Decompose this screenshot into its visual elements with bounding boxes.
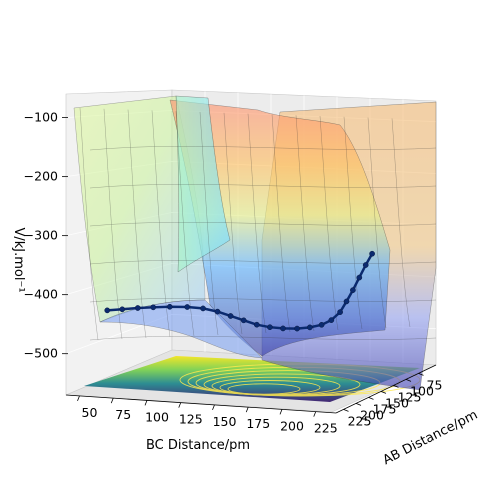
wire-line [151, 110, 171, 338]
y-axis-line [335, 364, 437, 414]
trajectory-point [119, 306, 126, 313]
trajectory-point [253, 321, 260, 328]
wire-line [127, 109, 147, 339]
trajectory-point [294, 325, 300, 332]
wire-line [247, 113, 267, 334]
z-tick-label: −400 [24, 287, 58, 302]
trajectory-point [307, 324, 313, 331]
x-tick-label: 200 [280, 418, 304, 433]
y-tick-mark [355, 403, 362, 406]
wire-line [319, 115, 339, 331]
x-axis-label: BC Distance/pm [146, 438, 250, 453]
z-tick-label: −200 [24, 169, 58, 184]
z-axis-label: V/kJ.mol⁻¹ [11, 227, 26, 292]
surface-basin [99, 299, 263, 359]
wire-line [367, 117, 387, 329]
trajectory-point [104, 307, 111, 314]
x-tick-mark [178, 402, 182, 408]
y-tick-label: 225 [348, 413, 372, 428]
trajectory-point [184, 304, 191, 310]
trajectory-point [343, 298, 350, 305]
wire-line [89, 184, 437, 189]
trajectory-point [214, 308, 221, 315]
wire-line [391, 118, 411, 328]
trajectory-point [369, 250, 375, 257]
wire-line [89, 298, 437, 303]
y-axis-label: AB Distance/pm [381, 408, 481, 469]
trajectory-point [166, 303, 173, 310]
trajectory-point [267, 324, 273, 331]
y-tick-mark [418, 373, 424, 376]
trajectory-point [350, 287, 356, 293]
x-tick-mark [245, 407, 249, 413]
surface-wireframe [79, 107, 437, 341]
x-tick-mark [313, 411, 317, 417]
wire-line [89, 260, 437, 265]
y-tick-mark [380, 391, 387, 394]
x-tick-label: 125 [179, 412, 203, 427]
x-tick-mark [110, 398, 114, 404]
y-tick-label: 75 [427, 377, 443, 392]
y-tick-label: 125 [398, 389, 422, 404]
trajectory-point [134, 305, 141, 311]
x-tick-label: 175 [246, 416, 270, 431]
y-tick-mark [343, 409, 349, 412]
wire-line [223, 112, 243, 335]
wire-line [79, 107, 99, 341]
x-tick-label: 75 [115, 407, 131, 422]
x-tick-label: 150 [213, 414, 237, 429]
x-tick-mark [279, 409, 283, 415]
trajectory-point [362, 262, 369, 268]
trajectory-point [356, 274, 363, 281]
wire-line [89, 146, 437, 151]
y-tick-mark [368, 397, 374, 400]
wire-line [199, 111, 219, 336]
contour-line [227, 383, 301, 395]
trajectory-point [240, 317, 247, 324]
trajectory-point [200, 305, 206, 312]
trajectory-point [337, 309, 343, 315]
wire-line [89, 336, 437, 341]
wire-line [271, 114, 291, 333]
z-tick-label: −500 [24, 346, 58, 361]
trajectory-point [280, 325, 286, 332]
z-tick-label: −100 [24, 110, 58, 125]
y-tick-label: 200 [360, 407, 384, 422]
y-tick-label: 100 [410, 383, 434, 398]
trajectory-point [328, 317, 335, 323]
wire-line [295, 115, 315, 332]
trajectory-point [318, 321, 325, 328]
surface-channel [175, 95, 231, 273]
y-tick-label: 175 [373, 401, 397, 416]
x-tick-label: 100 [145, 409, 169, 424]
x-tick-label: 225 [314, 421, 338, 436]
x-tick-mark [144, 400, 148, 406]
wire-line [175, 111, 195, 337]
trajectory-point [150, 304, 157, 311]
trajectory-point [227, 313, 234, 319]
y-tick-label: 150 [385, 395, 409, 410]
z-axis: −100 −200 −300 −400 −500 [24, 110, 68, 361]
x-tick-label: 50 [82, 405, 98, 420]
z-tick-label: −300 [24, 228, 58, 243]
trajectory-series [104, 250, 375, 332]
y-tick-mark [393, 385, 399, 388]
x-tick-mark [77, 395, 80, 402]
energy-surface [73, 95, 437, 391]
wire-line [103, 108, 123, 340]
y-tick-mark [405, 379, 412, 382]
x-tick-mark [212, 404, 215, 411]
wire-line [343, 116, 363, 330]
wire-line [89, 222, 437, 227]
x-axis-line [65, 394, 337, 414]
x-axis: 50 75 100 125 150 175 200 225 [65, 394, 338, 436]
